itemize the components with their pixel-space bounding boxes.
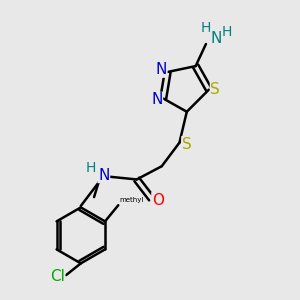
Text: N: N — [211, 31, 222, 46]
Text: S: S — [211, 82, 220, 97]
Text: H: H — [86, 161, 96, 175]
Text: Cl: Cl — [50, 269, 65, 284]
Text: S: S — [182, 136, 192, 152]
Text: H: H — [200, 21, 211, 35]
Text: methyl: methyl — [120, 197, 144, 203]
Text: H: H — [222, 25, 232, 39]
Text: N: N — [98, 167, 110, 182]
Text: N: N — [155, 62, 167, 77]
Text: O: O — [152, 193, 164, 208]
Text: N: N — [151, 92, 163, 107]
